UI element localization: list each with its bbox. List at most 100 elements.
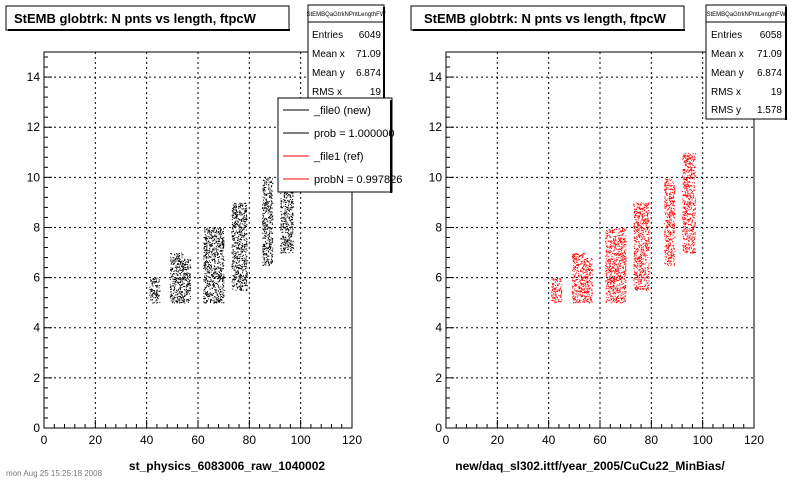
scatter-point bbox=[171, 298, 173, 300]
scatter-point bbox=[149, 288, 151, 290]
scatter-point bbox=[574, 298, 576, 300]
scatter-point bbox=[667, 226, 669, 228]
scatter-point bbox=[574, 283, 576, 285]
scatter-point bbox=[623, 228, 625, 230]
scatter-point bbox=[645, 223, 647, 225]
scatter-point bbox=[610, 302, 612, 304]
scatter-point bbox=[553, 296, 554, 298]
scatter-point bbox=[216, 235, 218, 237]
scatter-point bbox=[283, 237, 285, 238]
scatter-point bbox=[618, 254, 620, 256]
scatter-point bbox=[211, 252, 213, 254]
scatter-point bbox=[204, 246, 206, 247]
scatter-point bbox=[582, 256, 584, 258]
scatter-point bbox=[266, 261, 268, 263]
scatter-point bbox=[208, 271, 210, 273]
scatter-point bbox=[215, 290, 217, 292]
scatter-point bbox=[644, 237, 646, 239]
scatter-point bbox=[583, 285, 585, 287]
scatter-point bbox=[221, 278, 223, 280]
scatter-point bbox=[284, 215, 286, 217]
scatter-point bbox=[239, 207, 241, 209]
scatter-point bbox=[280, 228, 282, 230]
scatter-point bbox=[617, 300, 619, 302]
scatter-point bbox=[234, 274, 236, 276]
scatter-point bbox=[585, 264, 587, 266]
scatter-point bbox=[592, 285, 594, 287]
scatter-point bbox=[586, 291, 588, 293]
scatter-point bbox=[623, 256, 625, 258]
scatter-point bbox=[203, 280, 205, 282]
scatter-point bbox=[280, 225, 282, 227]
scatter-point bbox=[558, 300, 560, 302]
scatter-point bbox=[590, 300, 592, 302]
scatter-point bbox=[186, 272, 188, 274]
scatter-point bbox=[180, 260, 182, 262]
scatter-point bbox=[553, 283, 555, 285]
scatter-point bbox=[639, 265, 641, 267]
scatter-point bbox=[644, 228, 646, 230]
scatter-point bbox=[181, 294, 183, 296]
scatter-point bbox=[151, 284, 153, 286]
scatter-point bbox=[270, 193, 272, 195]
scatter-point bbox=[204, 268, 206, 270]
scatter-point bbox=[268, 246, 270, 248]
scatter-point bbox=[189, 276, 191, 278]
scatter-point bbox=[620, 238, 622, 239]
scatter-point bbox=[158, 294, 160, 296]
scatter-point bbox=[584, 298, 586, 300]
scatter-point bbox=[222, 277, 224, 279]
scatter-point bbox=[264, 263, 266, 265]
scatter-point bbox=[637, 264, 638, 266]
scatter-point bbox=[239, 244, 241, 245]
scatter-point bbox=[239, 259, 241, 261]
scatter-point bbox=[286, 216, 288, 218]
scatter-point bbox=[291, 224, 293, 226]
scatter-point bbox=[237, 221, 239, 223]
scatter-point bbox=[577, 263, 579, 265]
scatter-point bbox=[623, 270, 625, 272]
scatter-point bbox=[211, 276, 213, 278]
scatter-point bbox=[223, 278, 225, 279]
scatter-point bbox=[149, 292, 151, 294]
scatter-point bbox=[667, 260, 668, 262]
scatter-point bbox=[207, 296, 209, 298]
scatter-point bbox=[179, 295, 181, 297]
scatter-point bbox=[642, 262, 644, 264]
scatter-point bbox=[234, 261, 236, 263]
scatter-point bbox=[282, 231, 284, 233]
scatter-point bbox=[572, 292, 574, 294]
scatter-point bbox=[674, 209, 676, 211]
scatter-point bbox=[552, 298, 554, 300]
scatter-point bbox=[624, 256, 626, 257]
scatter-point bbox=[641, 271, 643, 273]
scatter-point bbox=[182, 277, 184, 278]
scatter-point bbox=[280, 204, 282, 206]
scatter-point bbox=[222, 262, 224, 264]
scatter-point bbox=[668, 232, 670, 234]
scatter-point bbox=[181, 269, 183, 271]
scatter-point bbox=[233, 258, 235, 260]
scatter-point bbox=[618, 238, 620, 240]
scatter-point bbox=[264, 219, 266, 221]
scatter-point bbox=[674, 264, 675, 266]
scatter-point bbox=[174, 254, 176, 256]
scatter-point bbox=[219, 262, 221, 264]
scatter-point bbox=[556, 280, 558, 282]
scatter-point bbox=[292, 193, 294, 195]
scatter-point bbox=[212, 274, 214, 276]
scatter-point bbox=[206, 296, 208, 298]
scatter-point bbox=[607, 246, 609, 248]
scatter-point bbox=[216, 238, 218, 240]
scatter-point bbox=[647, 237, 649, 239]
scatter-point bbox=[612, 290, 614, 292]
scatter-point bbox=[270, 208, 271, 210]
scatter-point bbox=[605, 281, 607, 283]
scatter-point bbox=[665, 182, 667, 184]
scatter-point bbox=[647, 223, 648, 225]
scatter-point bbox=[624, 243, 626, 245]
scatter-point bbox=[606, 251, 608, 253]
scatter-point bbox=[204, 288, 205, 290]
scatter-point bbox=[264, 177, 266, 179]
scatter-point bbox=[633, 228, 635, 229]
